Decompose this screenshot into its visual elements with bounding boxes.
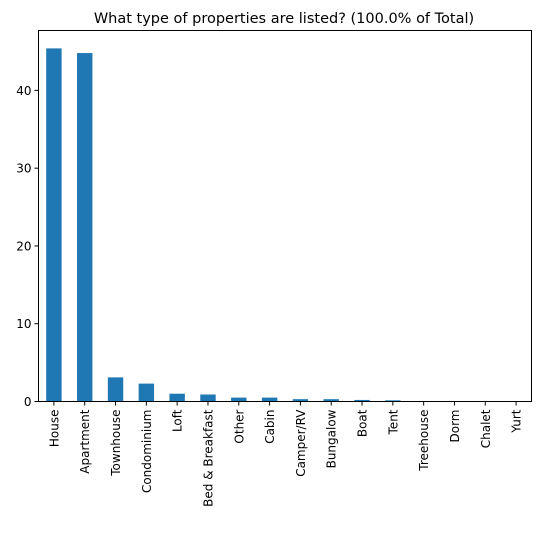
x-tick-label: Loft <box>171 409 185 432</box>
x-tick-label: Treehouse <box>417 410 431 472</box>
x-tick-label: Other <box>232 409 246 443</box>
x-tick-label: Apartment <box>78 409 92 473</box>
x-tick-label: Dorm <box>448 410 462 443</box>
y-tick-label: 40 <box>16 84 31 98</box>
bar-boat <box>354 399 370 402</box>
bar-bungalow <box>323 399 339 402</box>
bars-group <box>46 48 524 402</box>
x-tick-label: Yurt <box>510 409 524 433</box>
x-tick-label: Tent <box>386 409 400 435</box>
bar-apartment <box>77 53 93 402</box>
x-tick-label: Camper/RV <box>294 409 308 477</box>
x-tick-label: Cabin <box>263 410 277 444</box>
y-tick-label: 0 <box>24 395 32 409</box>
x-tick-label: Condominium <box>140 410 154 494</box>
y-axis: 0 10 20 30 40 <box>16 84 39 409</box>
plot-frame <box>38 30 532 402</box>
x-tick-label: House <box>47 410 61 448</box>
bar-tent <box>385 400 401 402</box>
y-tick-label: 10 <box>16 317 31 331</box>
bar-cabin <box>261 397 278 402</box>
x-tick-label: Bungalow <box>325 409 339 468</box>
x-tick-label: Townhouse <box>109 410 123 477</box>
bar-other <box>231 397 247 402</box>
chart-title: What type of properties are listed? (100… <box>94 11 474 27</box>
bar-townhouse <box>107 377 124 402</box>
x-tick-label: Bed & Breakfast <box>201 409 215 507</box>
bar-camper-rv <box>292 399 309 402</box>
x-tick-label: Boat <box>356 409 370 437</box>
y-tick-label: 20 <box>16 239 31 253</box>
bar-condominium <box>138 383 155 402</box>
bar-bed-breakfast <box>200 394 216 402</box>
y-tick-label: 30 <box>16 162 31 176</box>
x-tick-label: Chalet <box>479 409 493 448</box>
bar-loft <box>169 393 185 402</box>
x-axis: House Apartment Townhouse Condominium Loft Be… <box>47 401 524 507</box>
bar-house <box>46 48 62 402</box>
